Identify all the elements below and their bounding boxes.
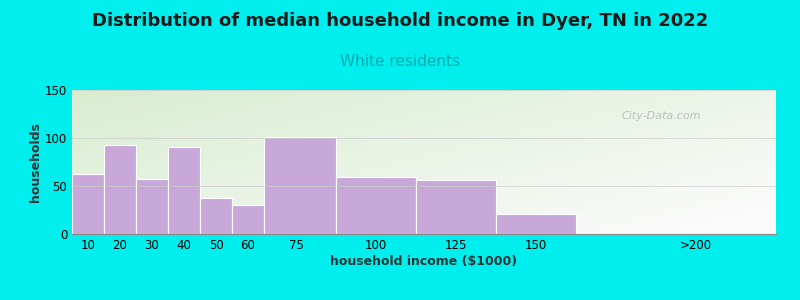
Bar [104,145,136,234]
Bar [232,205,264,234]
Text: Distribution of median household income in Dyer, TN in 2022: Distribution of median household income … [92,12,708,30]
Text: City-Data.com: City-Data.com [621,111,701,121]
Text: White residents: White residents [340,54,460,69]
Bar [264,137,336,234]
X-axis label: household income ($1000): household income ($1000) [330,255,518,268]
Bar [168,147,200,234]
Bar [416,180,496,234]
Y-axis label: households: households [29,122,42,202]
Bar [200,199,232,234]
Bar [496,214,576,234]
Bar [136,179,168,234]
Bar [72,173,104,234]
Bar [336,177,416,234]
